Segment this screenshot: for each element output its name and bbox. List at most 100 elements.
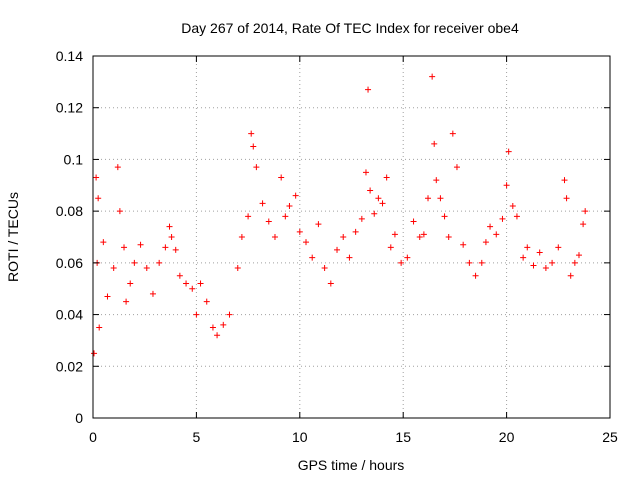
- data-point: [362, 169, 369, 176]
- data-point: [321, 265, 328, 272]
- data-point: [387, 244, 394, 251]
- y-axis-ticks: 0 0.02 0.04 0.06 0.08 0.1 0.12 0.14: [56, 48, 610, 426]
- data-point: [472, 272, 479, 279]
- data-point: [505, 148, 512, 155]
- x-tick-label: 25: [602, 429, 618, 445]
- data-point: [292, 192, 299, 199]
- y-axis-label: ROTI / TECUs: [5, 192, 21, 282]
- data-point: [410, 218, 417, 225]
- data-point: [315, 221, 322, 228]
- data-point: [189, 285, 196, 292]
- x-axis-ticks: 0 5 10 15 20 25: [89, 56, 618, 445]
- data-point: [493, 231, 500, 238]
- data-point: [226, 311, 233, 318]
- data-point: [334, 246, 341, 253]
- data-point: [466, 259, 473, 266]
- y-tick-label: 0.08: [56, 203, 83, 219]
- data-point: [327, 280, 334, 287]
- data-point: [114, 164, 121, 171]
- data-point: [542, 265, 549, 272]
- x-tick-label: 10: [292, 429, 308, 445]
- data-point: [91, 350, 98, 357]
- data-point: [248, 130, 255, 137]
- data-point: [203, 298, 210, 305]
- data-point: [116, 208, 123, 215]
- data-point: [582, 208, 589, 215]
- data-point: [437, 195, 444, 202]
- x-tick-label: 20: [499, 429, 515, 445]
- data-point: [561, 177, 568, 184]
- data-point: [259, 200, 266, 207]
- data-point: [123, 298, 130, 305]
- chart-title: Day 267 of 2014, Rate Of TEC Index for r…: [181, 20, 519, 36]
- data-point: [575, 252, 582, 259]
- data-point: [555, 244, 562, 251]
- data-point: [371, 210, 378, 217]
- y-tick-label: 0.04: [56, 307, 83, 323]
- data-point: [149, 290, 156, 297]
- data-point: [425, 195, 432, 202]
- data-point: [420, 231, 427, 238]
- data-point: [478, 259, 485, 266]
- data-point: [110, 265, 117, 272]
- y-tick-label: 0.02: [56, 358, 83, 374]
- data-point: [567, 272, 574, 279]
- data-point: [375, 195, 382, 202]
- data-point: [549, 259, 556, 266]
- data-point: [429, 73, 436, 80]
- data-point: [379, 200, 386, 207]
- data-point: [156, 259, 163, 266]
- y-tick-label: 0: [75, 410, 83, 426]
- data-point: [137, 241, 144, 248]
- data-point: [176, 272, 183, 279]
- data-point: [96, 324, 103, 331]
- data-point: [487, 223, 494, 230]
- data-point: [524, 244, 531, 251]
- data-point: [367, 187, 374, 194]
- x-tick-label: 5: [193, 429, 201, 445]
- data-point: [209, 324, 216, 331]
- data-point: [250, 143, 257, 150]
- data-point: [520, 254, 527, 261]
- data-point: [234, 265, 241, 272]
- data-point: [214, 332, 221, 339]
- data-point: [340, 234, 347, 240]
- data-point: [93, 174, 100, 181]
- data-point: [253, 164, 260, 171]
- data-point: [303, 239, 310, 246]
- x-tick-label: 15: [395, 429, 411, 445]
- data-point: [143, 265, 150, 272]
- data-point: [245, 213, 252, 220]
- grid-lines: [93, 56, 610, 418]
- data-point: [238, 234, 245, 240]
- y-tick-label: 0.14: [56, 48, 83, 64]
- x-axis-label: GPS time / hours: [298, 457, 405, 473]
- data-point: [100, 239, 107, 246]
- data-point: [383, 174, 390, 181]
- data-point: [460, 241, 467, 248]
- data-points: [91, 73, 589, 357]
- data-point: [431, 140, 438, 147]
- data-point: [433, 177, 440, 184]
- data-point: [95, 195, 102, 202]
- data-point: [509, 202, 516, 209]
- data-point: [286, 202, 293, 209]
- data-point: [352, 228, 359, 235]
- data-point: [536, 249, 543, 256]
- data-point: [391, 231, 398, 238]
- data-point: [271, 234, 278, 240]
- data-point: [449, 130, 456, 137]
- data-point: [121, 244, 128, 251]
- data-point: [104, 293, 111, 300]
- y-tick-label: 0.06: [56, 255, 83, 271]
- data-point: [127, 280, 134, 287]
- data-point: [346, 254, 353, 261]
- data-point: [172, 246, 179, 253]
- data-point: [166, 223, 173, 230]
- data-point: [563, 195, 570, 202]
- data-point: [441, 213, 448, 220]
- data-point: [398, 259, 405, 266]
- data-point: [265, 218, 272, 225]
